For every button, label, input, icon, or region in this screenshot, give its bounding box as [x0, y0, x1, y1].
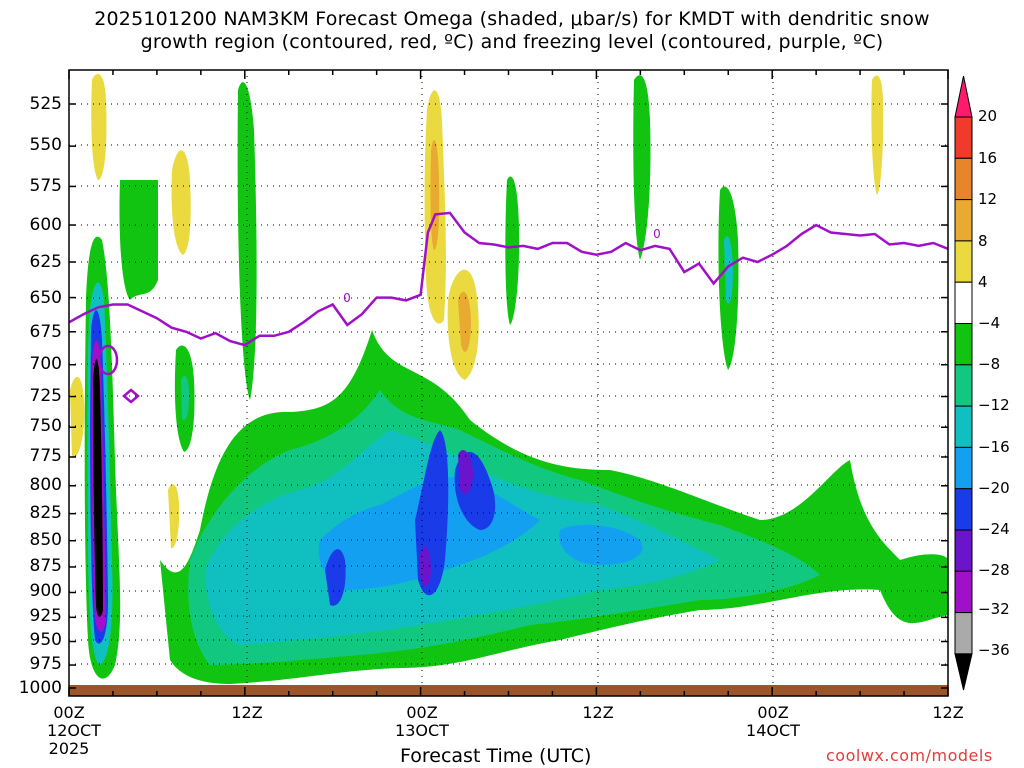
colorbar-swatch — [954, 405, 973, 448]
omega-column-minus36 — [93, 359, 103, 617]
colorbar-label: 4 — [978, 273, 988, 291]
y-tick-label: 950 — [29, 630, 62, 650]
colorbar-swatch — [954, 488, 973, 531]
colorbar-swatch — [954, 116, 973, 159]
y-tick-label: 550 — [29, 135, 62, 155]
time-ticks — [68, 70, 949, 696]
colorbar-label: −4 — [978, 314, 1001, 332]
colorbar-swatch — [954, 199, 973, 242]
x-tick-sublabel: 14OCT — [746, 721, 800, 740]
colorbar-label: 20 — [978, 107, 998, 125]
freezing-level-loop — [97, 344, 119, 376]
pressure-ticks — [69, 103, 948, 689]
omega-descent-cell-g — [168, 484, 180, 549]
x-tick-sublabel: 13OCT — [395, 721, 449, 740]
colorbar-swatch — [954, 240, 973, 283]
x-tick-label: 12Z — [932, 703, 964, 722]
colorbar-label: 8 — [978, 232, 988, 250]
x-tick-sublabel: 12OCT — [47, 721, 101, 740]
omega-band-minus24-b — [420, 546, 431, 587]
x-axis-title: Forecast Time (UTC) — [400, 745, 592, 767]
colorbar-swatch — [954, 323, 973, 366]
y-tick-label: 875 — [29, 556, 62, 576]
credit-link[interactable]: coolwx.com/models — [826, 746, 993, 765]
omega-band-minus16-b — [559, 524, 643, 565]
colorbar-label: −8 — [978, 355, 1001, 373]
freezing-level-diamond — [122, 388, 140, 404]
y-tick-label: 725 — [29, 386, 62, 406]
x-tick-label: 00Z — [406, 703, 438, 722]
omega-band-minus24 — [458, 450, 474, 494]
colorbar-label: 12 — [978, 190, 998, 208]
y-tick-label: 750 — [29, 416, 62, 436]
colorbar-swatch — [954, 281, 973, 325]
colorbar-label: −32 — [978, 600, 1010, 618]
omega-streak-e — [119, 180, 158, 300]
colorbar-swatch — [954, 157, 973, 201]
colorbar-swatch — [954, 570, 973, 614]
chart-title-line1: 2025101200 NAM3KM Forecast Omega (shaded… — [94, 8, 930, 30]
colorbar-swatch — [954, 529, 973, 572]
y-tick-label: 850 — [29, 530, 62, 550]
y-tick-label: 900 — [29, 581, 62, 601]
colorbar-label: −28 — [978, 561, 1010, 579]
y-tick-label: 650 — [29, 288, 62, 308]
omega-streak-b — [633, 75, 651, 261]
colorbar — [954, 75, 973, 691]
colorbar-label: −12 — [978, 396, 1010, 414]
y-tick-label: 825 — [29, 503, 62, 523]
x-tick-year: 2025 — [48, 739, 90, 758]
colorbar-label: −24 — [978, 520, 1010, 538]
chart-title-line2: growth region (contoured, red, ºC) and f… — [140, 31, 884, 53]
x-tick-label: 12Z — [231, 703, 263, 722]
freezing-level-label-2: 0 — [653, 227, 661, 241]
y-tick-label: 700 — [29, 354, 62, 374]
freezing-level-label: 0 — [343, 291, 351, 305]
freezing-level-contour — [69, 211, 948, 347]
y-tick-label: 675 — [29, 322, 62, 342]
colorbar-label: −20 — [978, 479, 1010, 497]
y-tick-label: 525 — [29, 94, 62, 114]
omega-descent-cell-e — [871, 75, 884, 195]
colorbar-label: 16 — [978, 149, 998, 167]
colorbar-swatch — [954, 612, 973, 655]
x-tick-label: 00Z — [757, 703, 789, 722]
omega-descent-cell-b-core — [458, 291, 471, 352]
colorbar-top-arrow — [954, 75, 973, 118]
colorbar-swatch — [954, 364, 973, 407]
y-tick-label: 1000 — [18, 678, 62, 698]
omega-band-minus20-c — [325, 549, 346, 606]
x-tick-label: 00Z — [53, 703, 85, 722]
colorbar-bottom-arrow — [954, 653, 973, 691]
pressure-gridlines — [69, 103, 948, 665]
y-tick-label: 775 — [29, 446, 62, 466]
y-tick-label: 925 — [29, 606, 62, 626]
omega-streak-c-core — [724, 236, 733, 304]
x-tick-label: 12Z — [582, 703, 614, 722]
time-gridlines — [246, 70, 774, 696]
y-tick-label: 575 — [29, 176, 62, 196]
y-tick-label: 800 — [29, 475, 62, 495]
omega-descent-cell-d — [91, 74, 107, 180]
y-tick-label: 975 — [29, 654, 62, 674]
colorbar-swatch — [954, 446, 973, 490]
omega-descent-cell-c — [171, 150, 191, 255]
omega-streak-f-core — [181, 375, 189, 421]
y-tick-label: 625 — [29, 252, 62, 272]
surface-band — [69, 685, 948, 696]
colorbar-label: −36 — [978, 641, 1010, 659]
omega-streak-d — [505, 176, 520, 325]
y-tick-label: 600 — [29, 215, 62, 235]
colorbar-label: −16 — [978, 438, 1010, 456]
omega-streak-a — [237, 82, 257, 400]
